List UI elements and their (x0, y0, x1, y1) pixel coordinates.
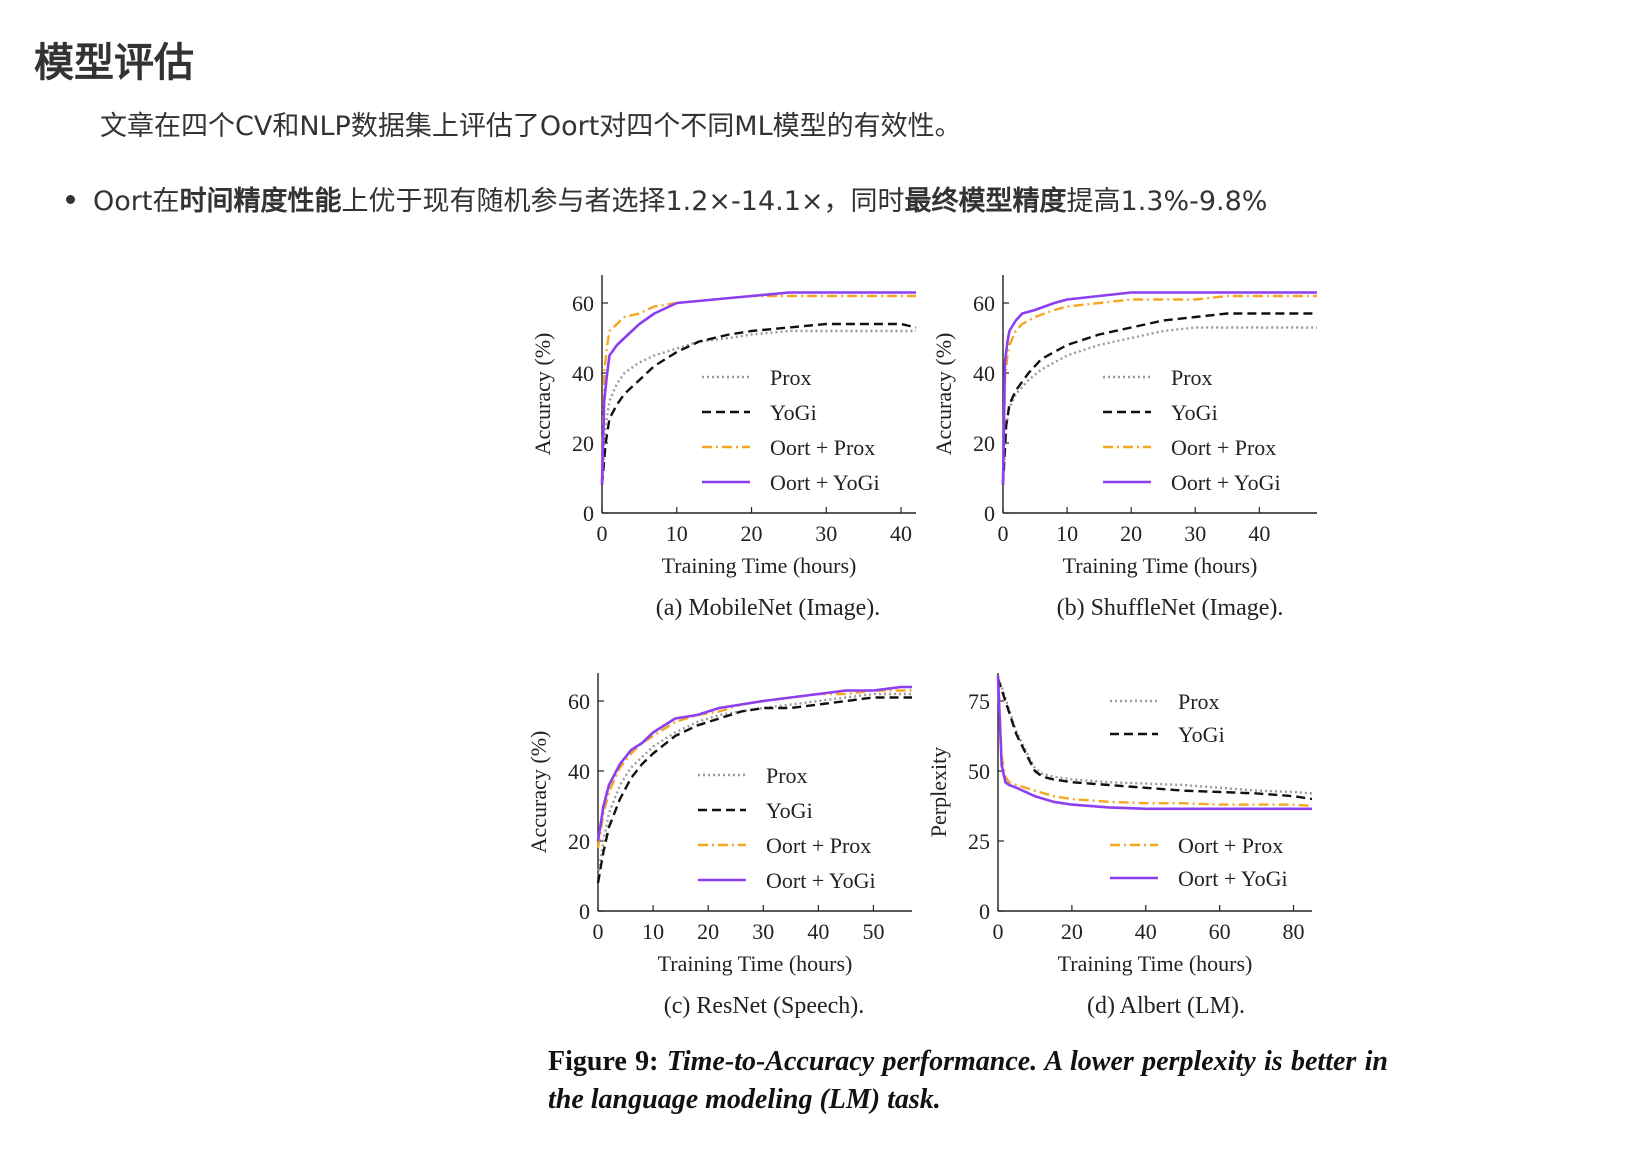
x-tick-label: 20 (697, 919, 719, 944)
x-tick-label: 40 (890, 521, 912, 546)
legend-label: Oort + Prox (1178, 833, 1283, 858)
legend-label: Oort + YoGi (1171, 470, 1281, 495)
series-line-prox (1001, 326, 1317, 486)
x-tick-label: 10 (642, 919, 664, 944)
series-line-oort-yogi (596, 685, 912, 842)
series-line-yogi (1001, 312, 1317, 486)
legend-label: Prox (770, 365, 812, 390)
x-tick-label: 80 (1283, 919, 1305, 944)
series-line-oort-yogi (600, 291, 916, 486)
series-line-yogi (600, 322, 917, 486)
y-tick-label: 0 (579, 899, 590, 924)
series-line-yogi (996, 678, 1313, 801)
bullet-text-2: 上优于现有随机参与者选择1.2×-14.1×，同时 (341, 186, 905, 217)
bullet-dot-icon (66, 195, 75, 204)
y-tick-label: 0 (583, 501, 594, 526)
x-tick-label: 30 (752, 919, 774, 944)
subplot-3: 0 10 20 30 40 50 0 20 40 60 Training Time (hours) A… (526, 673, 912, 1019)
series-line-oort-prox (600, 294, 916, 486)
series-line-prox (596, 692, 912, 877)
subplot-caption: (b) ShuffleNet (Image). (1057, 595, 1284, 621)
series-line-yogi (596, 696, 912, 884)
legend-label: Prox (1171, 365, 1213, 390)
series-line-prox (600, 329, 916, 486)
legend-label: YoGi (1171, 400, 1218, 425)
x-tick-label: 0 (593, 919, 604, 944)
legend-label: Oort + Prox (766, 833, 871, 858)
series-line-oort-prox (996, 675, 1313, 808)
subplot-caption: (a) MobileNet (Image). (656, 595, 881, 621)
legend-label: Oort + Prox (1171, 435, 1276, 460)
bullet-text-3: 提高1.3%-9.8% (1066, 186, 1268, 217)
subplot-1: 0 10 20 30 40 0 20 40 60 Training Time (hours) Acc… (530, 275, 917, 621)
x-tick-label: 40 (1135, 919, 1157, 944)
y-tick-label: 40 (973, 361, 995, 386)
x-axis-label: Training Time (hours) (662, 553, 857, 578)
figure-caption-text: Time-to-Accuracy performance. A lower pe… (548, 1046, 1388, 1115)
intro-paragraph: 文章在四个CV和NLP数据集上评估了Oort对四个不同ML模型的有效性。 (100, 111, 962, 142)
y-tick-label: 40 (572, 361, 594, 386)
bullet-item: Oort在时间精度性能上优于现有随机参与者选择1.2×-14.1×，同时最终模型… (66, 179, 1267, 218)
x-tick-label: 20 (741, 521, 763, 546)
y-tick-label: 60 (568, 689, 590, 714)
bullet-bold-1: 时间精度性能 (179, 186, 342, 217)
y-tick-label: 60 (572, 291, 594, 316)
x-tick-label: 50 (862, 919, 884, 944)
y-tick-label: 40 (568, 759, 590, 784)
bullet-bold-2: 最终模型精度 (904, 186, 1067, 217)
x-tick-label: 20 (1120, 521, 1142, 546)
x-tick-label: 40 (1248, 521, 1270, 546)
x-tick-label: 0 (993, 919, 1004, 944)
subplot-4: 0 20 40 60 80 0 25 50 75 Training Time (hours) Per… (926, 673, 1313, 1019)
y-axis-label: Accuracy (%) (530, 333, 555, 456)
figure-caption: Figure 9: Time-to-Accuracy performance. … (548, 1043, 1388, 1119)
series-line-oort-prox (596, 689, 912, 849)
x-axis-label: Training Time (hours) (1058, 951, 1253, 976)
x-tick-label: 40 (807, 919, 829, 944)
x-tick-label: 30 (1184, 521, 1206, 546)
y-tick-label: 25 (968, 829, 990, 854)
figure-9: 0 10 20 30 40 0 20 40 60 Training Time (hours) Acc… (526, 275, 1317, 1019)
series-line-oort-yogi (996, 675, 1312, 811)
x-tick-label: 20 (1061, 919, 1083, 944)
y-tick-label: 50 (968, 759, 990, 784)
x-tick-label: 0 (597, 521, 608, 546)
x-tick-label: 30 (815, 521, 837, 546)
y-tick-label: 75 (968, 689, 990, 714)
subplot-caption: (c) ResNet (Speech). (664, 993, 865, 1019)
y-axis-label: Accuracy (%) (526, 731, 551, 854)
legend-label: YoGi (1178, 722, 1225, 747)
x-tick-label: 60 (1209, 919, 1231, 944)
x-axis-label: Training Time (hours) (658, 951, 853, 976)
legend-label: Oort + YoGi (766, 868, 876, 893)
series-line-oort-prox (1001, 294, 1317, 486)
legend-label: Oort + YoGi (1178, 866, 1288, 891)
legend-label: Oort + YoGi (770, 470, 880, 495)
x-tick-label: 10 (1056, 521, 1078, 546)
y-tick-label: 20 (568, 829, 590, 854)
x-tick-label: 10 (666, 521, 688, 546)
bullet-text-1: Oort在 (93, 186, 180, 217)
legend-label: YoGi (770, 400, 817, 425)
x-tick-label: 0 (998, 521, 1009, 546)
y-axis-label: Perplexity (926, 747, 951, 837)
y-axis-label: Accuracy (%) (931, 333, 956, 456)
y-tick-label: 20 (572, 431, 594, 456)
subplot-2: 0 10 20 30 40 0 20 40 60 Training Time (hours) Acc… (931, 275, 1317, 621)
y-tick-label: 0 (984, 501, 995, 526)
legend-label: Prox (1178, 689, 1220, 714)
figure-label: Figure 9: (548, 1046, 659, 1077)
x-axis-label: Training Time (hours) (1063, 553, 1258, 578)
legend-label: Oort + Prox (770, 435, 875, 460)
series-line-prox (996, 678, 1313, 795)
section-heading: 模型评估 (34, 40, 194, 86)
legend-label: Prox (766, 763, 808, 788)
y-tick-label: 20 (973, 431, 995, 456)
subplot-caption: (d) Albert (LM). (1087, 993, 1245, 1019)
legend-label: YoGi (766, 798, 813, 823)
series-line-oort-yogi (1001, 291, 1317, 486)
y-tick-label: 60 (973, 291, 995, 316)
y-tick-label: 0 (979, 899, 990, 924)
